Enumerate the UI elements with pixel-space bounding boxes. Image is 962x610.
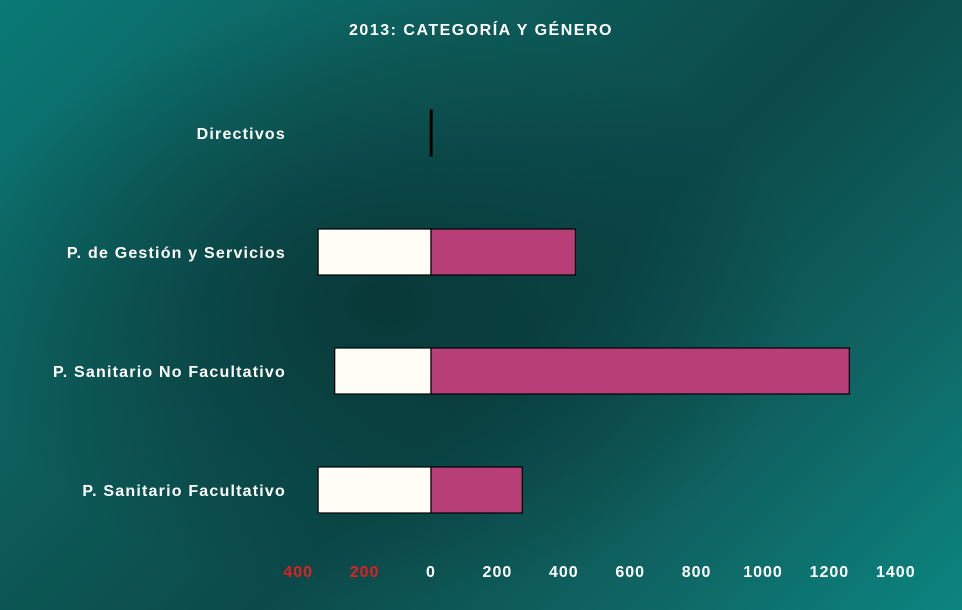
chart-title: 2013: CATEGORÍA Y GÉNERO	[349, 22, 613, 39]
bar-segment-right	[430, 347, 850, 395]
bar-segment-right	[430, 109, 433, 157]
x-tick-label: 400	[549, 564, 579, 581]
bar-segment-left	[334, 347, 432, 395]
x-tick-label: 1200	[810, 564, 850, 581]
category-label: P. Sanitario Facultativo	[82, 483, 286, 500]
x-tick-label: 200	[350, 564, 380, 581]
x-tick-label: 200	[483, 564, 513, 581]
x-tick-label: 800	[682, 564, 712, 581]
bar-segment-right	[430, 228, 577, 276]
bar-segment-right	[430, 466, 523, 514]
x-tick-label: 600	[615, 564, 645, 581]
x-tick-label: 1400	[876, 564, 916, 581]
x-tick-label: 1000	[743, 564, 783, 581]
category-label: P. de Gestión y Servicios	[67, 245, 286, 262]
x-tick-label: 400	[283, 564, 313, 581]
bar-segment-left	[317, 466, 432, 514]
bar-segment-left	[317, 228, 432, 276]
category-label: Directivos	[197, 126, 286, 143]
x-tick-label: 0	[426, 564, 436, 581]
category-label: P. Sanitario No Facultativo	[53, 364, 286, 381]
